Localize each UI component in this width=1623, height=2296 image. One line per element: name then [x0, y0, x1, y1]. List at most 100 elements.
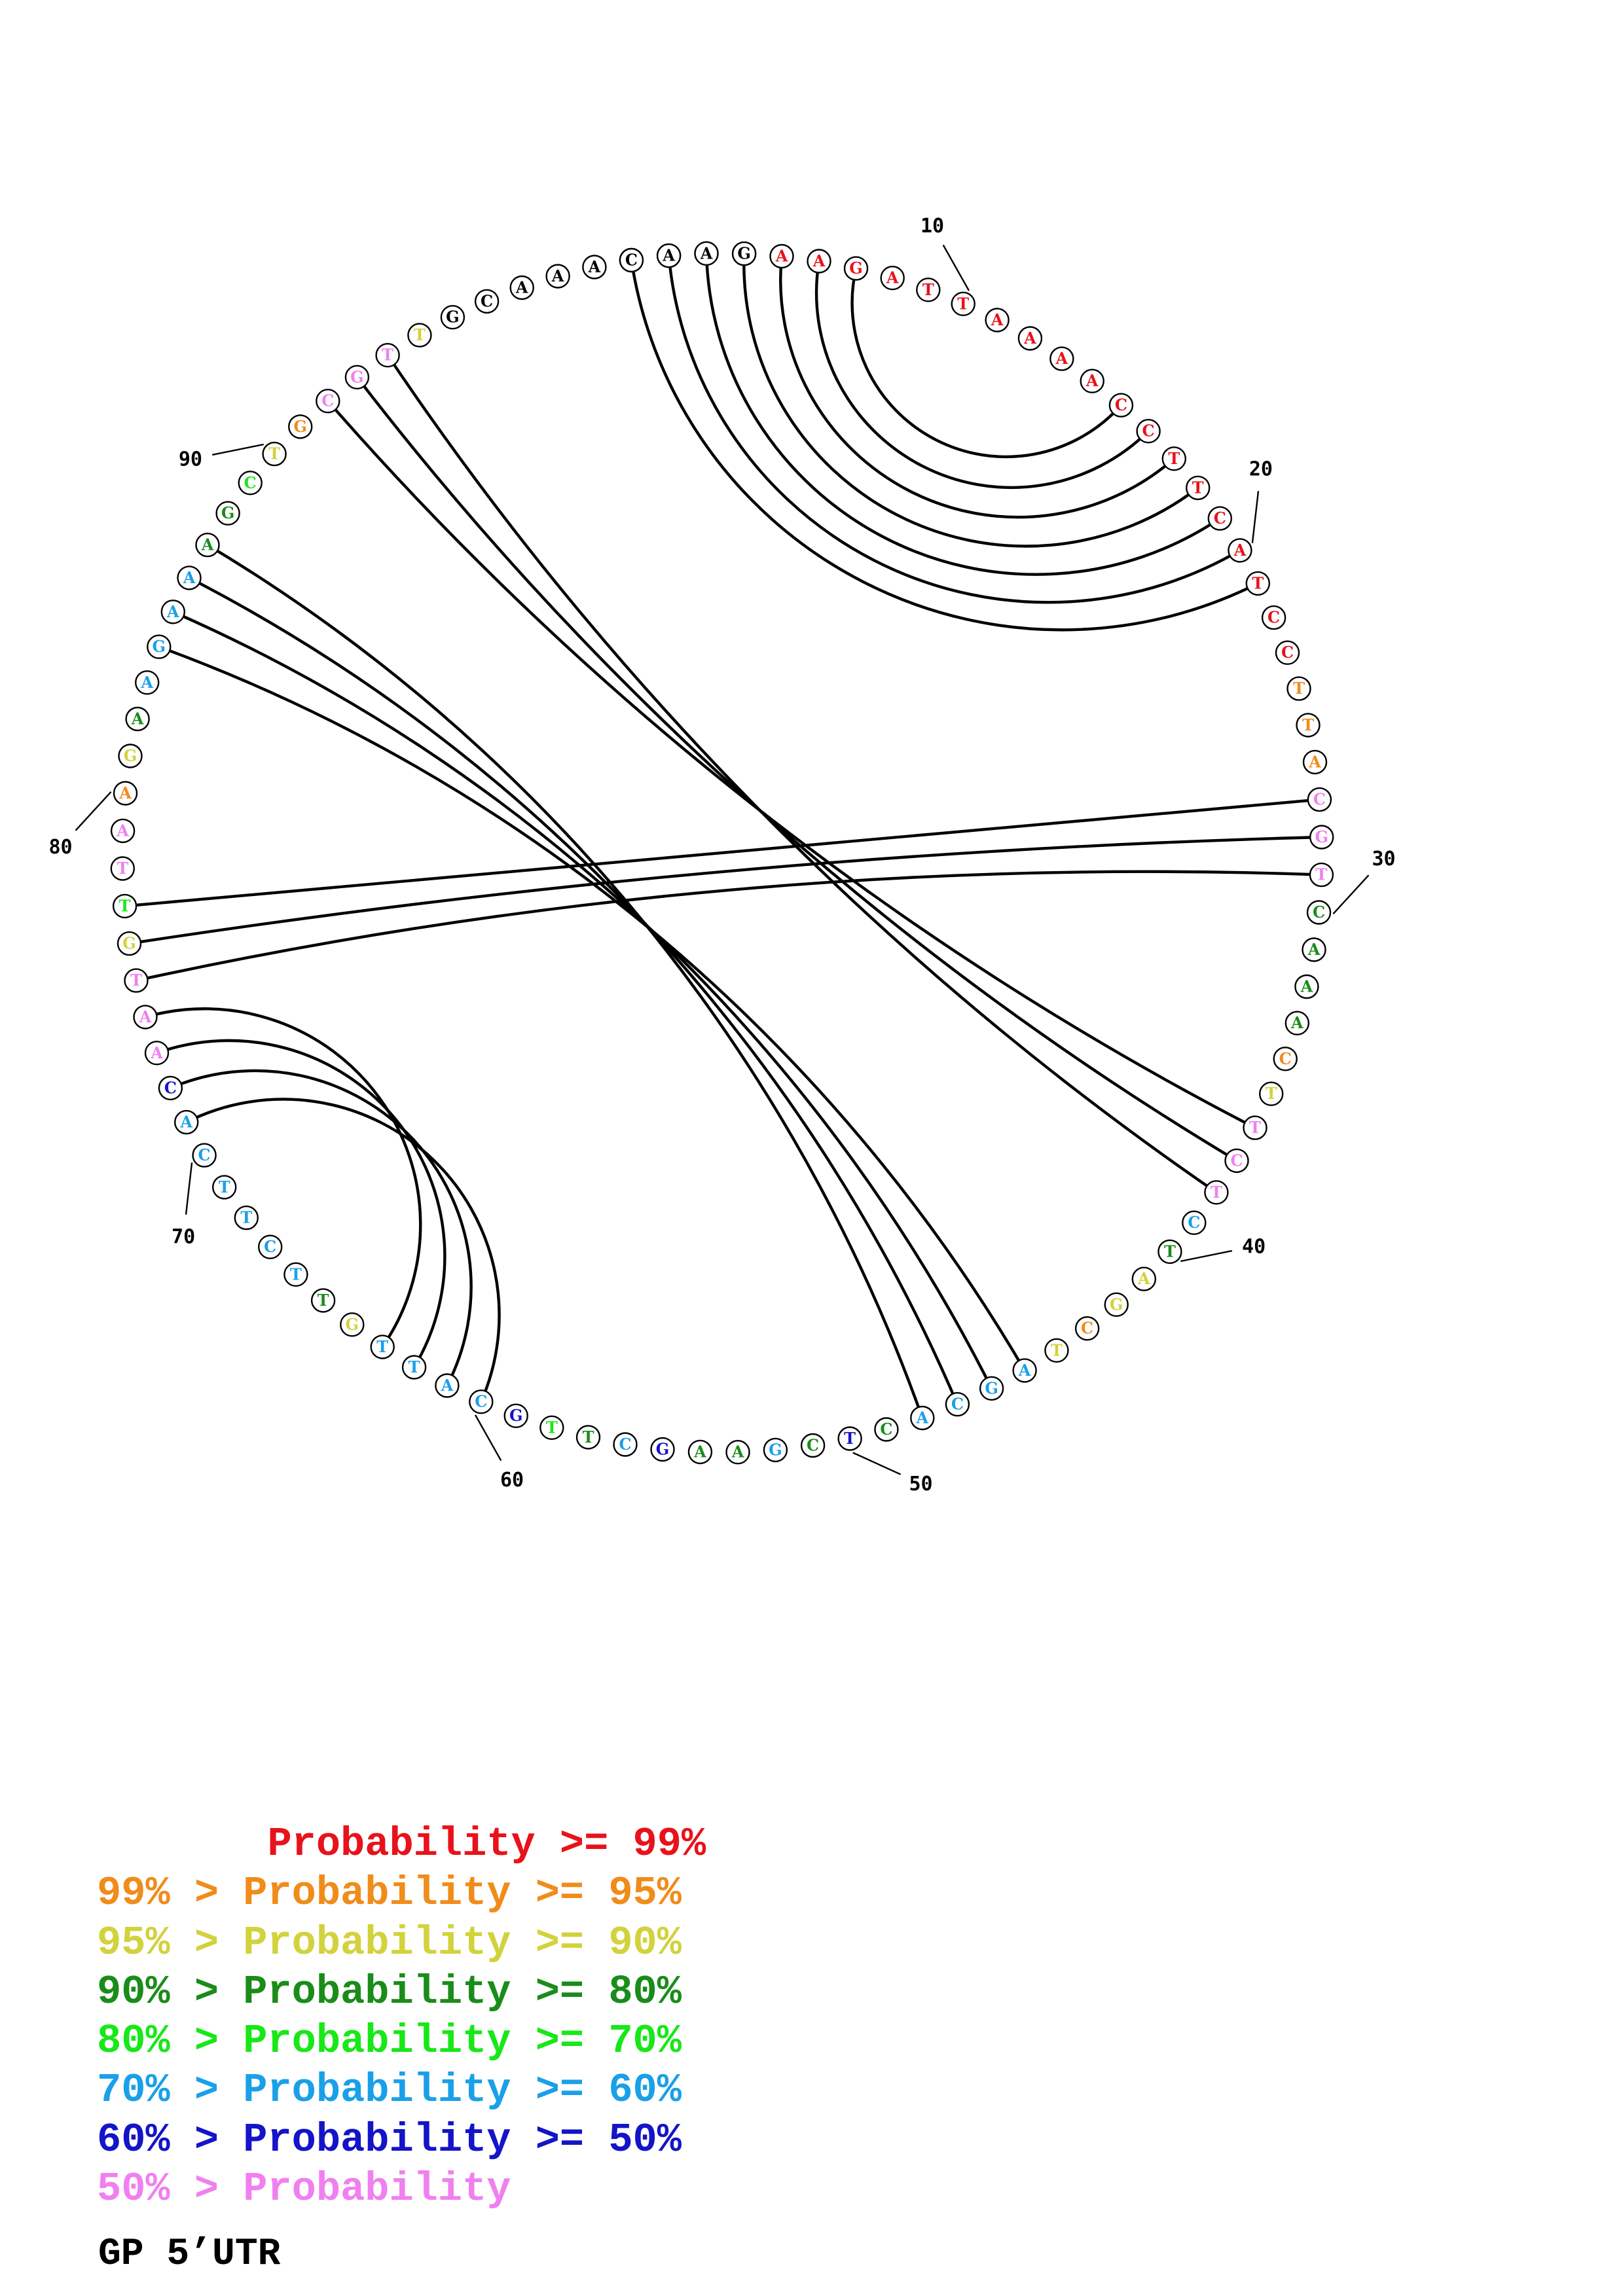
- nucleotide-101: C: [619, 247, 644, 273]
- nucleotide-11: A: [985, 308, 1010, 332]
- svg-text:G: G: [446, 308, 460, 327]
- pair-arc-62-73: [156, 1039, 447, 1369]
- nucleotide-78: T: [110, 856, 136, 881]
- nucleotide-43: C: [1074, 1316, 1100, 1341]
- nucleotide-44: T: [1044, 1338, 1069, 1363]
- svg-text:G: G: [221, 503, 235, 522]
- nucleotide-33: A: [1285, 1011, 1310, 1035]
- svg-text:T: T: [414, 325, 426, 344]
- nucleotide-99: A: [545, 264, 570, 289]
- position-label-90: 90: [179, 448, 202, 471]
- nucleotide-54: A: [687, 1439, 713, 1465]
- nucleotide-66: T: [283, 1262, 308, 1287]
- nucleotide-86: A: [177, 565, 202, 590]
- svg-text:T: T: [1302, 715, 1314, 734]
- svg-text:A: A: [139, 1007, 152, 1026]
- nucleotide-32: A: [1294, 974, 1319, 999]
- position-tick-70: [185, 1162, 193, 1215]
- pair-arc-2-20: [667, 255, 1241, 604]
- nucleotide-10: T: [951, 291, 976, 316]
- svg-text:T: T: [1266, 1084, 1277, 1103]
- svg-text:A: A: [1085, 371, 1099, 390]
- svg-text:A: A: [662, 246, 675, 265]
- position-label-70: 70: [172, 1226, 195, 1249]
- nucleotide-103: A: [694, 241, 719, 266]
- nucleotide-75: T: [124, 968, 149, 993]
- svg-text:A: A: [1018, 1361, 1031, 1380]
- nucleotide-5: A: [769, 243, 794, 269]
- svg-text:C: C: [321, 391, 334, 410]
- nucleotide-96: G: [440, 305, 465, 330]
- legend-line-clt: 50% > Probability: [97, 2166, 511, 2213]
- svg-text:A: A: [812, 251, 826, 270]
- svg-text:T: T: [957, 294, 969, 313]
- svg-text:C: C: [1214, 509, 1226, 528]
- svg-text:T: T: [1211, 1183, 1222, 1202]
- svg-text:G: G: [985, 1378, 998, 1397]
- nucleotide-67: C: [258, 1234, 283, 1259]
- svg-text:A: A: [179, 1113, 192, 1132]
- legend-line-c50: 60% > Probability >= 50%: [97, 2116, 682, 2163]
- nucleotide-104: G: [731, 241, 757, 266]
- nucleotide-42: G: [1104, 1292, 1129, 1318]
- nucleotide-76: G: [117, 931, 142, 956]
- nucleotide-85: A: [160, 600, 185, 624]
- svg-text:A: A: [1137, 1269, 1150, 1288]
- svg-text:A: A: [1055, 349, 1068, 368]
- nucleotide-79: A: [110, 818, 136, 844]
- svg-text:C: C: [481, 291, 493, 310]
- pair-arc-63-74: [145, 1007, 422, 1348]
- nucleotide-83: A: [134, 670, 160, 695]
- svg-text:A: A: [119, 783, 132, 802]
- nucleotide-59: G: [503, 1403, 528, 1428]
- svg-text:A: A: [1290, 1013, 1304, 1032]
- nucleotide-82: A: [125, 706, 150, 732]
- pair-arc-37-93: [356, 376, 1238, 1162]
- nucleotide-28: G: [1309, 825, 1334, 850]
- nucleotide-18: T: [1185, 475, 1211, 501]
- svg-text:A: A: [551, 266, 564, 285]
- nucleotide-25: T: [1296, 713, 1321, 738]
- svg-text:T: T: [1192, 478, 1204, 497]
- svg-text:C: C: [1230, 1151, 1243, 1170]
- nucleotide-52: G: [763, 1437, 788, 1463]
- svg-text:A: A: [1023, 329, 1036, 348]
- nucleotide-38: T: [1204, 1180, 1229, 1205]
- svg-text:C: C: [807, 1436, 819, 1455]
- svg-text:A: A: [201, 535, 214, 554]
- nucleotide-13: A: [1049, 346, 1074, 371]
- pair-arc-61-72: [170, 1069, 473, 1387]
- position-tick-10: [942, 244, 970, 291]
- nucleotide-48: A: [910, 1405, 935, 1431]
- pair-arc-60-71: [185, 1098, 501, 1403]
- svg-text:C: C: [1267, 608, 1280, 627]
- pair-arc-5-17: [779, 256, 1175, 519]
- svg-text:A: A: [1300, 977, 1313, 996]
- svg-text:C: C: [951, 1395, 964, 1414]
- svg-text:T: T: [268, 444, 280, 463]
- nucleotide-41: A: [1131, 1266, 1157, 1291]
- svg-text:A: A: [1307, 940, 1321, 959]
- svg-text:C: C: [475, 1392, 487, 1411]
- nucleotide-100: A: [582, 255, 607, 279]
- nucleotide-19: C: [1207, 506, 1233, 531]
- svg-text:T: T: [546, 1418, 558, 1437]
- legend-line-c90: 95% > Probability >= 90%: [97, 1919, 682, 1966]
- nucleotide-51: C: [800, 1433, 826, 1458]
- svg-text:T: T: [219, 1177, 230, 1196]
- svg-text:A: A: [693, 1442, 706, 1461]
- svg-text:C: C: [244, 473, 257, 492]
- nucleotide-64: G: [340, 1312, 365, 1337]
- svg-text:A: A: [915, 1408, 928, 1427]
- figure-caption: GP 5’UTR: [98, 2233, 281, 2276]
- svg-text:C: C: [1081, 1319, 1093, 1338]
- nucleotide-65: T: [310, 1288, 336, 1313]
- svg-text:A: A: [1233, 541, 1247, 560]
- nucleotide-62: T: [401, 1355, 427, 1380]
- svg-text:T: T: [844, 1429, 856, 1448]
- nucleotide-35: T: [1258, 1081, 1284, 1106]
- nucleotide-72: C: [158, 1075, 183, 1101]
- nucleotide-56: C: [613, 1432, 638, 1457]
- svg-text:A: A: [991, 310, 1004, 329]
